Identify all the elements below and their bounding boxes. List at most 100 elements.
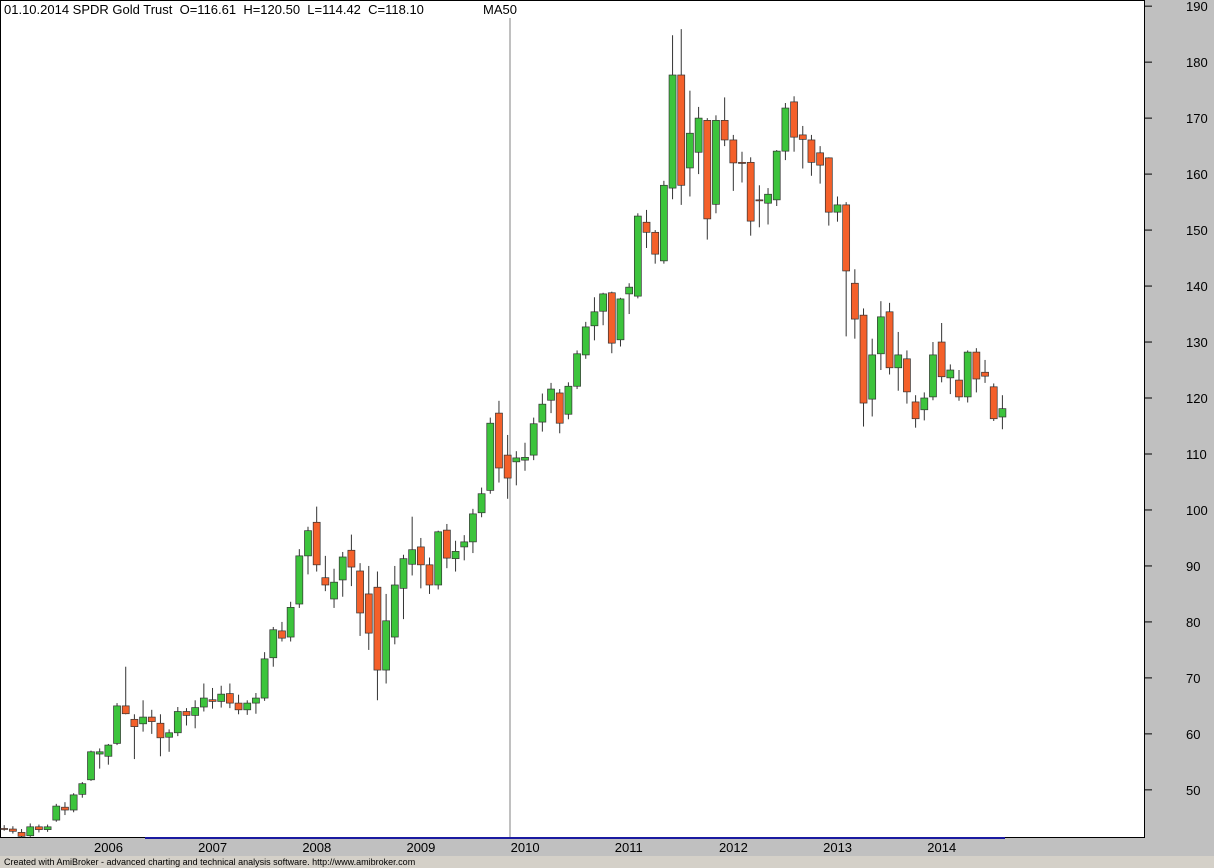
candle-body <box>139 716 147 725</box>
candle-body <box>61 806 69 811</box>
candle-body <box>703 120 712 220</box>
x-tick-label: 2011 <box>615 840 643 855</box>
y-tick-label: 140 <box>1186 279 1208 294</box>
y-tick-label: 130 <box>1186 335 1208 350</box>
y-tick-label: 180 <box>1186 55 1208 70</box>
candle-body <box>399 558 408 589</box>
candle-body <box>286 607 295 638</box>
x-tick-label: 2009 <box>406 840 435 855</box>
candle-body <box>798 134 807 140</box>
candle-body <box>52 805 61 821</box>
candle-body <box>217 693 226 702</box>
candle-body <box>581 326 590 356</box>
y-tick-label: 190 <box>1186 0 1208 14</box>
candle-body <box>859 314 868 404</box>
candle-body <box>842 204 851 272</box>
candle-body <box>894 354 903 369</box>
candle-body <box>512 457 521 463</box>
indicator-label: MA50 <box>483 2 517 17</box>
candle-body <box>911 401 920 420</box>
x-tick-label: 2013 <box>823 840 852 855</box>
candle-body <box>503 454 512 479</box>
y-tick-label: 90 <box>1186 559 1200 574</box>
candle-body <box>729 139 738 164</box>
candle-body <box>599 293 607 312</box>
x-tick-label: 2008 <box>302 840 331 855</box>
candle-body <box>87 751 95 781</box>
candle-body <box>191 707 200 716</box>
candle-body <box>955 379 963 398</box>
y-tick-label: 110 <box>1186 447 1207 462</box>
candle-body <box>425 564 434 586</box>
candle-body <box>868 354 877 400</box>
candle-body <box>642 221 651 233</box>
candle-body <box>364 593 373 634</box>
candle-body <box>304 530 312 557</box>
candle-body <box>694 117 703 153</box>
candle-body <box>35 826 43 830</box>
candle-body <box>477 493 486 514</box>
y-tick-label: 170 <box>1186 111 1208 126</box>
candle-body <box>824 157 833 213</box>
candle-body <box>677 74 686 186</box>
candle-body <box>963 351 972 398</box>
candle-body <box>338 556 347 581</box>
x-tick-label: 2007 <box>198 840 227 855</box>
candle-body <box>885 311 894 369</box>
candle-body <box>486 422 495 491</box>
candle-body <box>156 722 165 739</box>
candle-body <box>616 298 625 341</box>
candle-body <box>790 101 798 138</box>
x-tick-label: 2014 <box>927 840 956 855</box>
y-tick-label: 50 <box>1186 783 1200 798</box>
candle-body <box>0 828 9 830</box>
y-tick-label: 150 <box>1186 223 1208 238</box>
candle-body <box>720 120 729 141</box>
x-tick-label: 2010 <box>511 840 540 855</box>
candle-body <box>937 341 946 378</box>
candle-body <box>920 397 929 411</box>
candle-body <box>252 697 260 704</box>
candle-body <box>981 371 989 377</box>
candle-body <box>356 570 364 614</box>
candle-body <box>208 699 217 702</box>
candle-body <box>564 385 573 415</box>
candle-body <box>95 751 104 755</box>
candle-body <box>929 354 937 398</box>
candle-body <box>234 702 243 711</box>
candle-body <box>43 826 52 830</box>
chart-title: 01.10.2014 SPDR Gold Trust O=116.61 H=12… <box>4 2 424 17</box>
candle-body <box>469 513 477 543</box>
candle-body <box>278 630 286 639</box>
candle-body <box>764 193 772 204</box>
candle-body <box>130 718 139 727</box>
candle-body <box>946 369 955 379</box>
candle-body <box>173 711 182 734</box>
candle-body <box>243 702 252 711</box>
y-tick-label: 120 <box>1186 391 1208 406</box>
y-tick-label: 160 <box>1186 167 1208 182</box>
x-axis-panel <box>0 838 1214 856</box>
candle-body <box>590 311 599 327</box>
candle-body <box>686 132 694 169</box>
candle-body <box>121 705 130 715</box>
candle-body <box>833 204 842 213</box>
candle-body <box>712 120 720 205</box>
candle-body <box>772 150 781 201</box>
candle-body <box>451 551 460 560</box>
candle-body <box>443 529 451 559</box>
candle-body <box>529 423 538 456</box>
x-tick-label: 2006 <box>94 840 123 855</box>
candle-body <box>573 353 581 387</box>
candle-body <box>312 521 321 566</box>
y-tick-label: 60 <box>1186 727 1200 742</box>
candle-body <box>330 581 338 600</box>
candle-body <box>633 215 642 297</box>
candle-body <box>199 697 208 708</box>
candle-body <box>69 794 78 811</box>
candle-body <box>755 199 764 202</box>
candle-body <box>260 658 269 699</box>
candle-body <box>416 546 425 566</box>
candle-body <box>998 408 1007 418</box>
